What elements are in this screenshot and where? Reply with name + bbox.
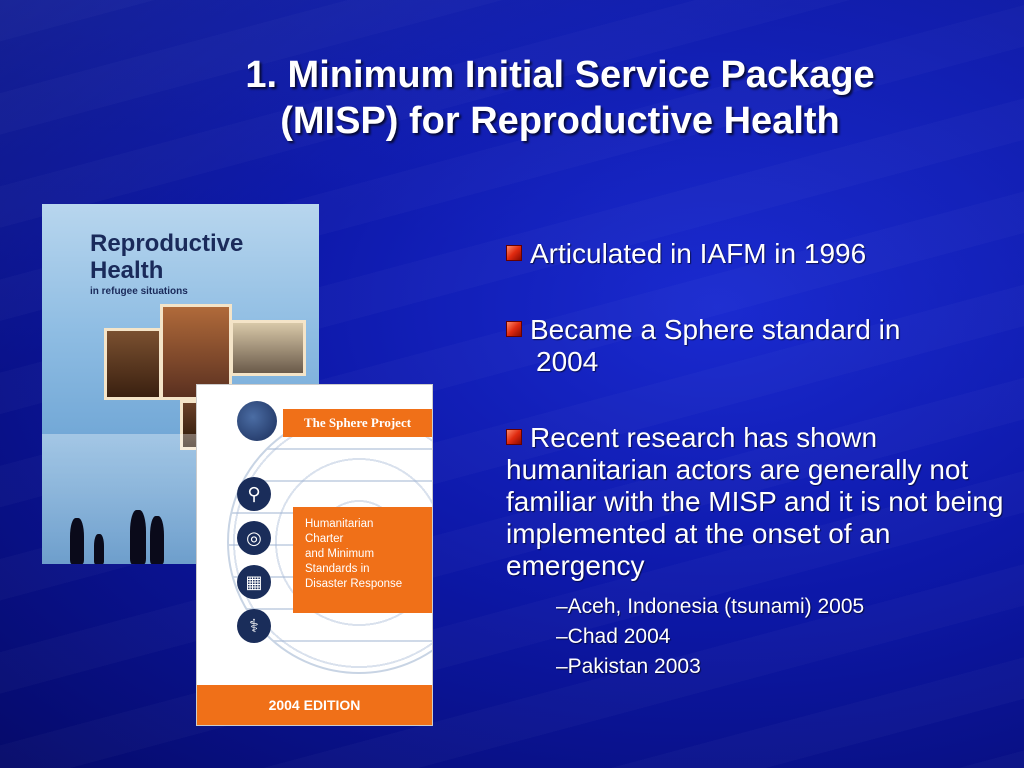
health-caduceus-icon: ⚕ [237,609,271,643]
sphere-logo-globe-icon [237,401,277,441]
bullet-square-icon [506,429,522,445]
sphere-box-line: Charter [305,533,344,545]
book-title: Reproductive Health [90,230,243,284]
title-line-1: 1. Minimum Initial Service Package [245,54,875,96]
sphere-header: The Sphere Project [283,409,432,437]
sphere-box-line: Humanitarian [305,518,374,530]
bullet-text: Articulated in IAFM in 1996 [530,238,867,269]
sphere-subtitle-box: Humanitarian Charter and Minimum Standar… [293,507,432,613]
bullet-text: Recent research has shown humanitarian a… [506,422,1004,581]
slide-title: 1. Minimum Initial Service Package (MISP… [130,52,990,144]
bullet-item: Recent research has shown humanitarian a… [506,422,1006,582]
food-icon: ◎ [237,521,271,555]
silhouette [150,516,164,564]
edition-label: 2004 EDITION [197,685,432,725]
bullet-text: Became a Sphere standard in [530,314,901,345]
book-title-line-2: Health [90,257,164,284]
sphere-box-line: Disaster Response [305,578,403,590]
bullet-square-icon [506,321,522,337]
silhouette [130,510,146,564]
sub-bullet-item: –Chad 2004 [556,625,671,648]
bullet-list: Articulated in IAFM in 1996 Became a Sph… [506,238,1006,682]
sub-bullet-list: –Aceh, Indonesia (tsunami) 2005 –Chad 20… [556,592,1006,682]
title-line-2: (MISP) for Reproductive Health [280,100,840,142]
sphere-box-line: Standards in [305,563,370,575]
silhouette [94,534,104,564]
book-subtitle: in refugee situations [90,286,188,297]
bullet-square-icon [506,245,522,261]
sphere-project-book-cover: The Sphere Project ⚲ ◎ ▦ ⚕ Humanitarian … [196,384,433,726]
bullet-item: Became a Sphere standard in 2004 [506,314,1006,378]
sub-bullet-item: –Aceh, Indonesia (tsunami) 2005 [556,595,865,618]
cover-photo-3 [230,320,306,376]
sphere-box-line: and Minimum [305,548,375,560]
bullet-item: Articulated in IAFM in 1996 [506,238,1006,270]
cover-photo-1 [104,328,162,400]
shelter-icon: ▦ [237,565,271,599]
silhouette [70,518,84,564]
sub-bullet-item: –Pakistan 2003 [556,655,701,678]
water-tap-icon: ⚲ [237,477,271,511]
book-title-line-1: Reproductive [90,230,244,257]
bullet-text-continuation: 2004 [536,346,599,377]
